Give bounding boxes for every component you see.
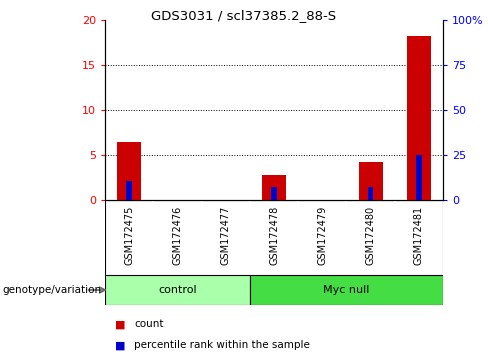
Text: GSM172477: GSM172477: [221, 206, 231, 266]
Bar: [359, 162, 383, 200]
Text: GSM172475: GSM172475: [124, 206, 134, 266]
Text: GDS3031 / scl37385.2_88-S: GDS3031 / scl37385.2_88-S: [151, 9, 337, 22]
Bar: [367, 187, 373, 200]
Bar: [407, 36, 431, 200]
Text: GSM172478: GSM172478: [269, 206, 279, 265]
Bar: [105, 275, 250, 305]
Text: GSM172481: GSM172481: [414, 206, 424, 265]
Text: percentile rank within the sample: percentile rank within the sample: [134, 341, 310, 350]
Bar: [416, 155, 422, 200]
Text: genotype/variation: genotype/variation: [2, 285, 102, 295]
Text: count: count: [134, 319, 164, 329]
Text: Myc null: Myc null: [323, 285, 369, 295]
Text: ■: ■: [115, 341, 125, 350]
Bar: [250, 275, 443, 305]
Text: GSM172479: GSM172479: [317, 206, 327, 265]
Text: GSM172476: GSM172476: [172, 206, 183, 265]
Bar: [262, 175, 286, 200]
Text: GSM172480: GSM172480: [366, 206, 376, 265]
Bar: [117, 142, 141, 200]
Bar: [126, 181, 132, 200]
Bar: [271, 187, 277, 200]
Text: ■: ■: [115, 319, 125, 329]
Text: control: control: [158, 285, 197, 295]
